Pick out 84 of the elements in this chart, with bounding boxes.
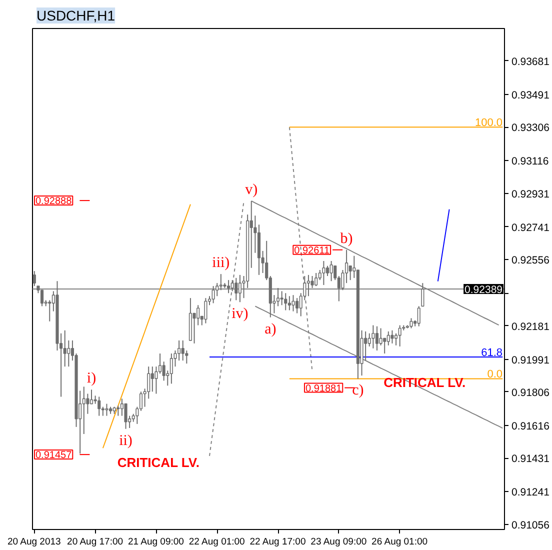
x-tick-label: 26 Aug 01:00 bbox=[372, 536, 428, 548]
y-tick-label: 0.93306 bbox=[512, 122, 550, 134]
candlestick bbox=[398, 324, 402, 347]
candlestick bbox=[116, 405, 120, 416]
annotation: v) bbox=[245, 182, 258, 198]
y-tick-label: 0.91991 bbox=[512, 354, 550, 366]
candlestick bbox=[390, 330, 394, 344]
candlestick bbox=[98, 396, 101, 416]
annotation: i) bbox=[86, 370, 96, 387]
candlestick bbox=[219, 274, 222, 291]
candlestick bbox=[82, 386, 86, 434]
candlestick bbox=[181, 340, 184, 362]
annotation: 0.91881 bbox=[305, 383, 342, 394]
candlestick bbox=[410, 318, 413, 329]
candlestick bbox=[230, 280, 234, 292]
annotation: ii) bbox=[119, 432, 132, 449]
annotation: 0.0 bbox=[487, 368, 503, 381]
x-tick-label: 20 Aug 17:00 bbox=[67, 536, 124, 548]
candlestick bbox=[284, 292, 288, 311]
x-tick-label: 21 Aug 09:00 bbox=[128, 536, 184, 548]
annotation: 0.92888 bbox=[36, 196, 72, 208]
line-series bbox=[437, 208, 450, 282]
candlestick bbox=[67, 340, 70, 368]
candlestick bbox=[364, 330, 368, 362]
candlestick bbox=[170, 352, 173, 384]
chart-title: USDCHF,H1 bbox=[36, 8, 116, 24]
y-tick-label: 0.92181 bbox=[512, 320, 550, 333]
candlestick bbox=[383, 338, 386, 354]
candlestick bbox=[386, 330, 390, 346]
annotation: 0.92611 bbox=[294, 245, 330, 256]
candlestick bbox=[276, 288, 280, 307]
candlestick bbox=[238, 274, 242, 303]
candlestick bbox=[150, 366, 154, 392]
candlestick bbox=[196, 304, 200, 326]
y-tick-label: 0.93681 bbox=[512, 56, 550, 68]
candlestick bbox=[306, 274, 310, 297]
candlestick bbox=[63, 330, 66, 368]
candlestick bbox=[296, 298, 299, 314]
y-tick-label: 0.92931 bbox=[512, 188, 550, 200]
candlestick bbox=[212, 286, 215, 304]
x-tick-label: 22 Aug 17:00 bbox=[250, 536, 306, 548]
candlestick bbox=[372, 324, 375, 349]
candlestick bbox=[326, 265, 330, 276]
candlestick bbox=[280, 290, 284, 306]
y-tick-label: 0.91241 bbox=[512, 486, 550, 499]
y-tick-label: 0.91056 bbox=[512, 519, 550, 532]
annotation: iii) bbox=[212, 255, 230, 272]
candlestick bbox=[204, 298, 208, 324]
candlestick bbox=[86, 393, 90, 414]
candlestick bbox=[322, 260, 326, 286]
x-tick-label: 23 Aug 09:00 bbox=[310, 536, 367, 548]
candlestick bbox=[288, 296, 291, 311]
y-tick-label: 0.92741 bbox=[512, 222, 550, 234]
annotation: b) bbox=[340, 230, 353, 247]
x-tick-label: 22 Aug 01:00 bbox=[188, 536, 245, 548]
ref-line-label: 0.92389 bbox=[464, 284, 503, 296]
y-tick-label: 0.93491 bbox=[512, 90, 550, 102]
annotation: a) bbox=[264, 321, 276, 338]
x-tick-label: 20 Aug 2013 bbox=[7, 536, 61, 548]
annotation: 100.0 bbox=[474, 117, 503, 130]
candlestick bbox=[105, 403, 108, 416]
annotation: CRITICAL LV. bbox=[117, 454, 200, 470]
candlestick bbox=[32, 270, 36, 287]
annotation: 61.8 bbox=[481, 347, 503, 360]
annotation: 0.91457 bbox=[36, 450, 72, 462]
y-tick-label: 0.91806 bbox=[512, 386, 550, 399]
line-series bbox=[102, 204, 191, 449]
candlestick bbox=[375, 326, 379, 351]
candlestick bbox=[234, 277, 238, 301]
candlestick bbox=[330, 260, 333, 282]
annotation: iv) bbox=[232, 306, 248, 322]
candlestick bbox=[314, 272, 318, 287]
candlestick bbox=[40, 290, 44, 307]
y-tick-label: 0.93116 bbox=[512, 156, 549, 168]
candlestick bbox=[226, 280, 230, 294]
candlestick bbox=[90, 389, 94, 404]
y-tick-label: 0.91431 bbox=[512, 453, 550, 466]
candlestick bbox=[162, 361, 166, 382]
y-tick-label: 0.91616 bbox=[512, 420, 550, 433]
y-tick-label: 0.92556 bbox=[512, 254, 550, 267]
annotation: CRITICAL LV. bbox=[384, 375, 466, 390]
candlestick bbox=[292, 294, 295, 312]
candlestick bbox=[178, 340, 181, 362]
annotation: c) bbox=[352, 382, 364, 399]
